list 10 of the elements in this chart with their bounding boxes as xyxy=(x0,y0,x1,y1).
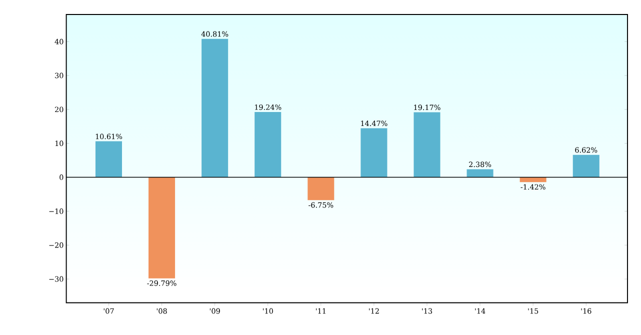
bar xyxy=(466,169,494,178)
bar xyxy=(572,155,600,178)
bar xyxy=(360,128,388,178)
bar xyxy=(308,177,334,200)
bar xyxy=(202,39,228,178)
bar xyxy=(95,141,122,178)
bar xyxy=(520,177,546,182)
bar xyxy=(414,112,440,178)
bar xyxy=(148,177,176,279)
bar xyxy=(254,112,282,178)
